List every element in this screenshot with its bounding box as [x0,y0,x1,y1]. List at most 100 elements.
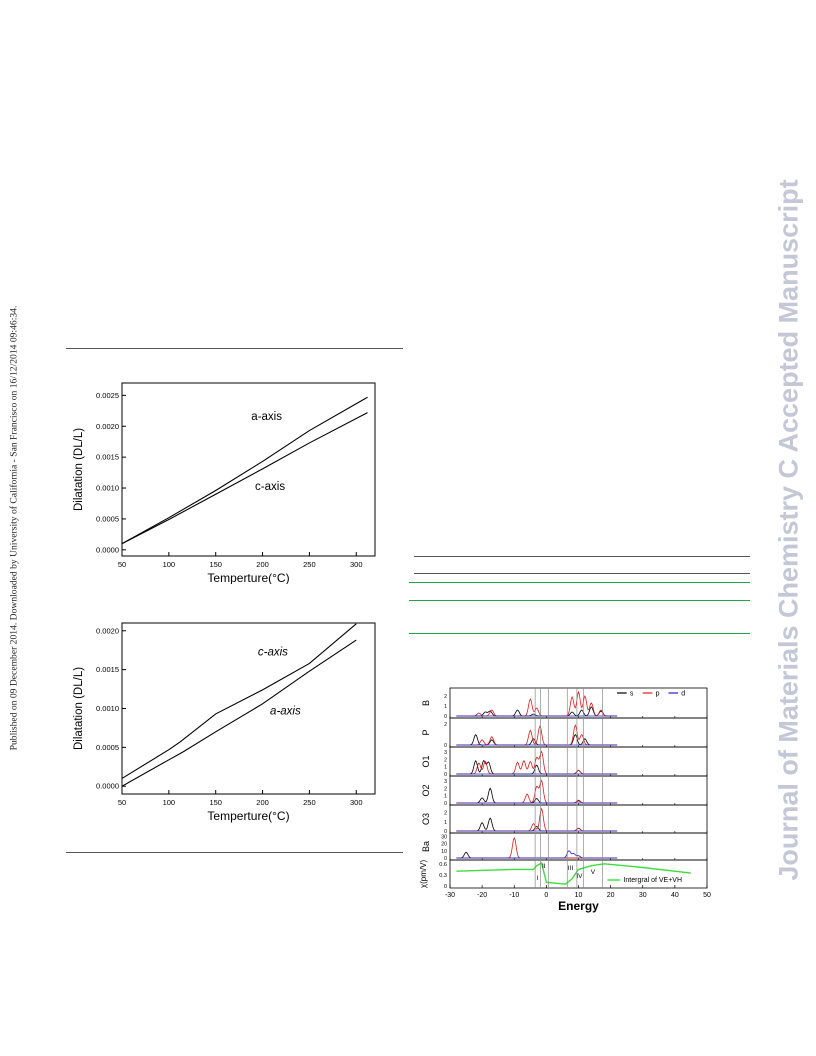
panel-label-O1: O1 [421,755,431,767]
series-line-a-axis [121,396,368,545]
x-tick-label: -30 [445,892,455,899]
x-axis-label: Temperture(°C) [207,571,289,584]
x-tick-label: -10 [509,892,519,899]
publication-notice: Published on 09 December 2014. Downloade… [4,0,24,1056]
y-tick-label: 0.0010 [96,704,119,713]
y-tick-label: 0.0025 [96,391,119,400]
legend-label-s: s [630,691,634,698]
x-tick-label: 0 [544,892,548,899]
journal-watermark-text: Journal of Materials Chemistry C Accepte… [773,179,804,881]
dilatation-chart-2: 50 100 150 200 250 300 0.0000 0.0005 0.0010 0.001… [73,622,376,823]
panel-y-tick-label: 0 [444,801,447,807]
x-tick-label: 100 [163,560,176,569]
pdos-curve-O2-s [456,787,618,804]
panel-y-tick-label: 20 [441,842,447,848]
table-rule-3 [409,582,750,583]
series-line-c-axis [121,623,357,779]
x-axis-label: Temperture(°C) [207,809,289,823]
panel-label-B: B [421,700,431,706]
chi-y-tick-label: 0.6 [439,862,447,868]
annotation-a-axis: a-axis [251,411,282,423]
pdos-curve-Ba-s [456,851,618,859]
x-tick-label: 20 [607,892,615,899]
y-tick-label: 0.0015 [96,453,119,462]
panel-y-tick-label: 2 [444,811,447,817]
x-axis-label: Energy [558,899,599,913]
pdos-curve-P-p [456,724,618,746]
pdos-curve-O3-p [456,807,618,832]
region-label-II: II [542,863,546,870]
legend-label-d: d [681,691,685,698]
x-tick-label: -20 [477,892,487,899]
series-line-a-axis [121,639,357,787]
x-tick-label: 30 [639,892,647,899]
pdos-curve-B-p [456,690,618,717]
panel-label-Ba: Ba [421,841,431,852]
x-tick-label: 150 [209,798,222,807]
panel-y-tick-label: 2 [444,694,447,700]
pdos-curve-Ba-d [456,850,618,859]
table-rule-1 [414,556,750,557]
y-tick-label: 0.0005 [96,514,119,523]
x-tick-label: 50 [703,892,711,899]
region-label-III: III [568,865,574,872]
x-tick-label: 50 [118,560,126,569]
annotation-c-axis: c-axis [255,481,285,493]
panel-y-tick-label: 0 [444,856,447,862]
panel-y-tick-label: 1 [444,704,447,710]
legend-label-p: p [656,691,660,698]
annotation-a-axis: a-axis [270,706,301,718]
chi-y-tick-label: 0.3 [439,873,447,879]
region-label-IV: IV [576,873,583,880]
panel-y-tick-label: 10 [441,849,447,855]
integral-curve [456,862,691,885]
panel-y-tick-label: 2 [444,786,447,792]
journal-watermark: Journal of Materials Chemistry C Accepte… [762,0,816,1056]
panel-label-P: P [421,729,431,735]
plot-frame [121,622,376,795]
dilatation-chart-1: 50 100 150 200 250 300 0.0000 0.0005 0.0010 0.001… [73,382,376,584]
panel-label-O3: O3 [421,813,431,825]
figure-bottom-rule [66,852,403,853]
publication-notice-text: Published on 09 December 2014. Downloade… [8,305,20,751]
x-tick-label: 150 [209,560,222,569]
y-tick-label: 0.0020 [96,626,119,635]
figure-top-rule [66,348,403,349]
plot-frame [121,382,376,557]
y-tick-label: 0.0010 [96,484,119,493]
pdos-curve-B-s [456,706,618,717]
annotation-c-axis: c-axis [258,647,288,659]
x-tick-label: 200 [256,798,269,807]
y-tick-label: 0.0000 [96,782,119,791]
region-label-V: V [591,869,596,876]
panel-y-tick-label: 1 [444,794,447,800]
integral-legend-label: Intergral of VE+VH [623,877,682,884]
x-tick-label: 200 [256,560,269,569]
x-tick-label: 40 [671,892,679,899]
table-rule-2 [414,573,750,574]
y-tick-label: 0.0015 [96,665,119,674]
panel-y-tick-label: 0 [444,743,447,749]
x-tick-label: 300 [350,560,363,569]
table-rule-4 [409,600,750,601]
panel-y-tick-label: 3 [444,750,447,756]
x-tick-label: 100 [163,798,176,807]
chi-y-tick-label: 0 [444,884,447,890]
panel-y-tick-label: 2 [444,722,447,728]
y-tick-label: 0.0020 [96,422,119,431]
y-axis-label: Dilatation (DL/L) [73,428,85,511]
panel-y-tick-label: 0 [444,829,447,835]
region-label-I: I [536,875,538,882]
x-tick-label: 300 [350,798,363,807]
panel-y-tick-label: 1 [444,820,447,826]
panel-y-tick-label: 0 [444,772,447,778]
panel-label-O2: O2 [421,784,431,796]
x-tick-label: 250 [303,560,316,569]
table-rule-5 [409,633,750,634]
panel-y-tick-label: 1 [444,765,447,771]
panel-frame-O3 [449,804,708,834]
y-tick-label: 0.0005 [96,743,119,752]
y-tick-label: 0.0000 [96,545,119,554]
panel-y-tick-label: 30 [441,834,447,840]
